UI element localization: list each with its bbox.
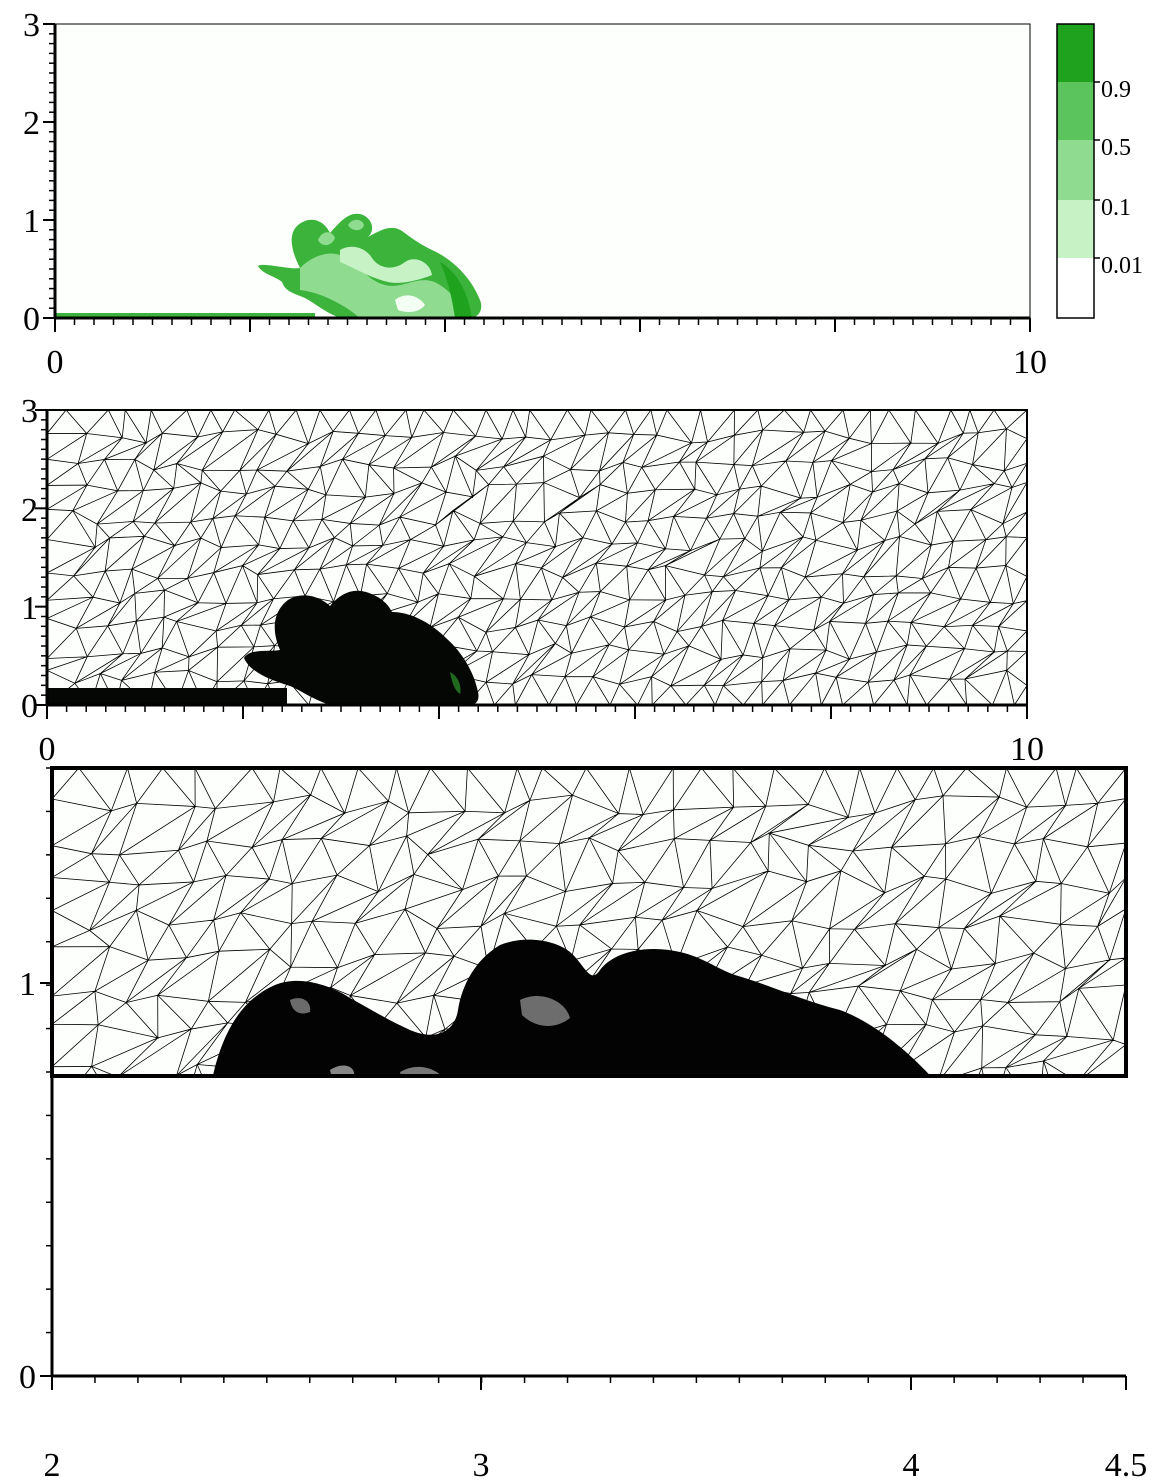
colorbar-band-1 xyxy=(1057,24,1094,82)
mesh-zoom-axes: 2 3 4 4.5 0 1 xyxy=(19,767,1148,1484)
y-tick-label: 1 xyxy=(19,966,36,1003)
y-tick-label: 1 xyxy=(21,590,38,627)
mesh-zoom-refined-region xyxy=(212,939,931,1076)
y-tick-label: 0 xyxy=(21,688,38,725)
y-tick-label: 3 xyxy=(21,393,38,430)
colorbar-band-3 xyxy=(1057,140,1094,200)
gravity-current-contour xyxy=(55,213,482,318)
colorbar-label-0.9: 0.9 xyxy=(1101,77,1131,103)
colorbar-frame xyxy=(1056,23,1095,319)
y-tick-label: 2 xyxy=(21,492,38,529)
colorbar-label-0.01: 0.01 xyxy=(1101,253,1143,279)
contour-plot-area xyxy=(54,23,1031,319)
contour-axes: 0 10 0 1 2 3 xyxy=(23,7,1047,381)
y-tick-label: 0 xyxy=(19,1359,36,1396)
mesh-full-triangulation xyxy=(47,410,1027,705)
colorbar-band-2 xyxy=(1057,82,1094,140)
colorbar-band-4 xyxy=(1057,200,1094,258)
colorbar-band-5 xyxy=(1057,258,1094,318)
x-tick-label: 3 xyxy=(473,1447,490,1484)
x-tick-label: 10 xyxy=(1013,344,1047,381)
x-tick-label: 2 xyxy=(44,1447,61,1484)
x-tick-label: 4.5 xyxy=(1105,1447,1148,1484)
x-tick-label: 0 xyxy=(39,731,56,768)
y-tick-label: 2 xyxy=(23,105,40,142)
mesh-full-refined-region xyxy=(244,590,479,705)
x-tick-label: 0 xyxy=(47,344,64,381)
mesh-full-axes: 0 10 0 1 2 3 xyxy=(21,393,1044,768)
x-tick-label: 4 xyxy=(903,1447,920,1484)
x-tick-label: 10 xyxy=(1010,731,1044,768)
y-tick-label: 1 xyxy=(23,203,40,240)
mesh-zoom-panel: 2 3 4 4.5 0 1 xyxy=(19,766,1148,1484)
contour-panel: 0 10 0 1 2 3 xyxy=(23,7,1047,381)
y-tick-label: 3 xyxy=(23,7,40,44)
mesh-full-panel: 0 10 0 1 2 3 xyxy=(21,393,1044,768)
colorbar-label-0.1: 0.1 xyxy=(1101,195,1131,221)
mesh-zoom-triangulation xyxy=(52,768,1126,1076)
y-tick-label: 0 xyxy=(23,301,40,338)
colorbar: 0.9 0.5 0.1 0.01 xyxy=(1056,23,1143,319)
colorbar-label-0.5: 0.5 xyxy=(1101,135,1131,161)
